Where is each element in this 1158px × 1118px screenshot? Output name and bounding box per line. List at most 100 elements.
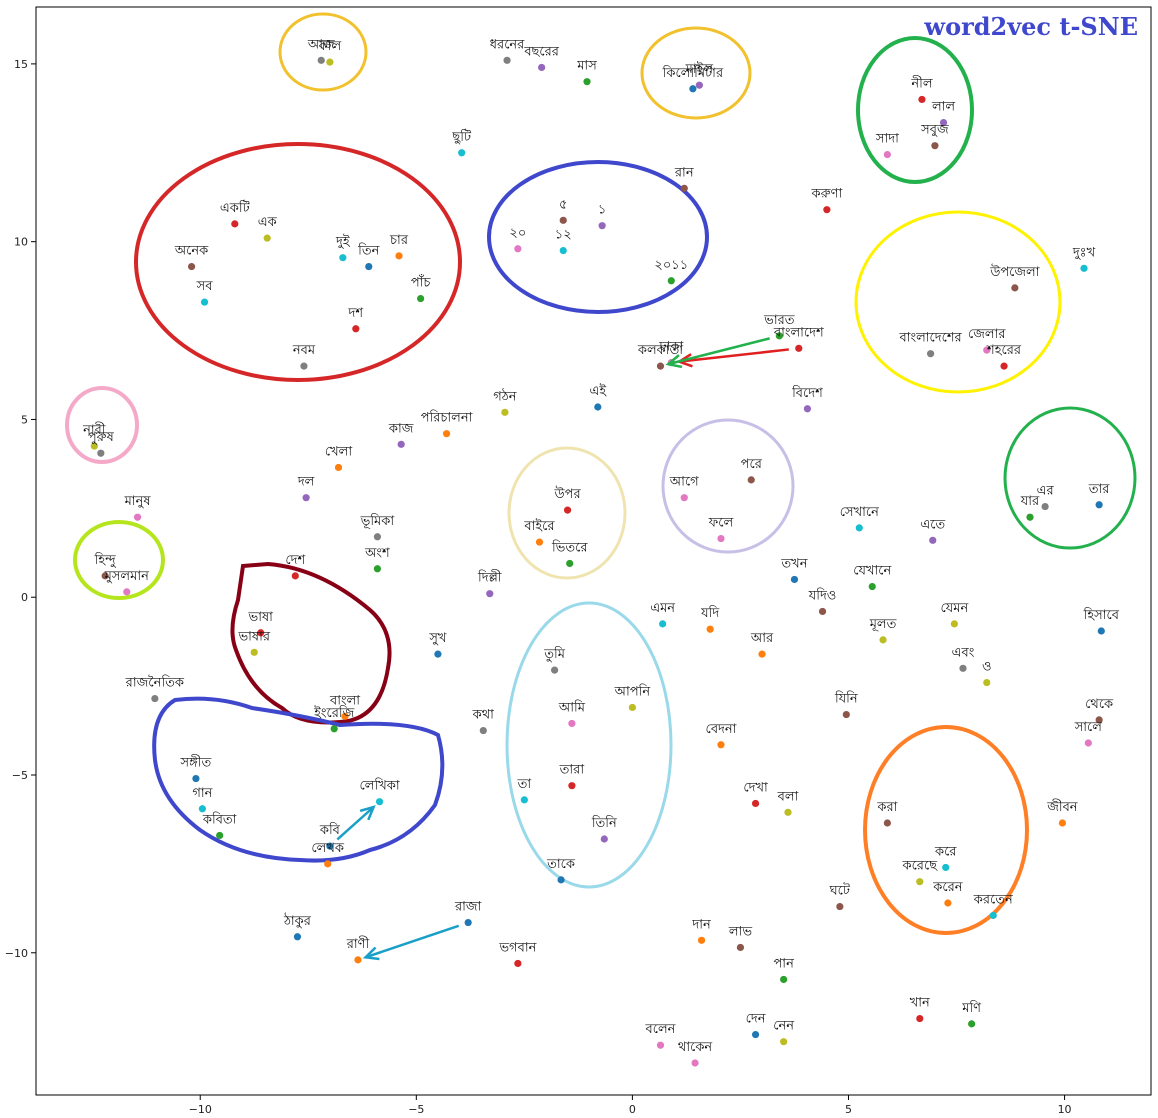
data-point xyxy=(300,362,308,370)
data-point xyxy=(395,252,403,260)
point-label: করতেন xyxy=(973,892,1013,907)
axes: −10 −5 0 5 10 −10 −5 0 5 10 15 xyxy=(5,58,1072,1116)
data-point xyxy=(695,81,703,89)
analogy-arrow-head xyxy=(359,805,376,821)
point-label: পুরুষ xyxy=(88,430,115,445)
point-label: ১ xyxy=(598,203,606,218)
point-label: মানুষ xyxy=(124,494,152,509)
point-label: তারা xyxy=(559,763,585,778)
point-label: ১২ xyxy=(555,228,572,243)
data-point xyxy=(868,582,876,591)
point-label: আগে xyxy=(669,475,699,490)
point-label: পান xyxy=(773,956,794,971)
data-point xyxy=(968,1020,976,1028)
point-label: মাস xyxy=(576,59,597,74)
data-point xyxy=(790,575,799,584)
data-point xyxy=(291,572,299,580)
cluster-outline-position xyxy=(507,446,627,580)
data-point xyxy=(691,1059,699,1067)
data-point xyxy=(133,513,142,521)
cluster-outline-religion xyxy=(73,520,165,600)
point-label: ভিতরে xyxy=(551,539,588,555)
cluster-outline-gender xyxy=(65,386,139,464)
data-point xyxy=(680,494,688,502)
data-point xyxy=(795,344,803,352)
data-point xyxy=(747,476,755,484)
point-label: বেদনা xyxy=(706,722,737,737)
data-point xyxy=(365,262,373,271)
point-label: যদি xyxy=(700,605,719,621)
data-point xyxy=(551,666,559,674)
point-label: সেখানে xyxy=(840,505,879,520)
point-label: তখন xyxy=(780,556,807,571)
data-point xyxy=(90,442,98,450)
data-point xyxy=(302,494,310,502)
point-label: যদিও xyxy=(808,587,837,603)
data-point xyxy=(983,678,991,687)
cluster-outline-colors xyxy=(856,36,974,184)
point-label: দল xyxy=(297,475,315,490)
point-label: করেছে xyxy=(901,859,938,874)
point-label: গঠন xyxy=(493,388,516,404)
data-point xyxy=(198,805,206,813)
data-point xyxy=(959,664,967,672)
point-label: কবি xyxy=(319,822,341,838)
data-point xyxy=(568,782,576,790)
point-label: দুঃখ xyxy=(1072,245,1096,260)
point-label: যিনি xyxy=(834,691,858,707)
data-point xyxy=(341,712,349,720)
point-label: বাংলা xyxy=(329,693,360,708)
point-label: পরে xyxy=(741,457,763,472)
data-point xyxy=(250,648,258,656)
data-point xyxy=(883,819,891,827)
cluster-outline-possessive xyxy=(1003,406,1137,550)
point-label: লেখক xyxy=(311,841,344,856)
point-label: একটি xyxy=(220,200,251,216)
point-label: বিদেশ xyxy=(791,385,823,401)
data-point xyxy=(231,220,239,228)
point-label: সুখ xyxy=(428,631,447,646)
y-tick-label: 5 xyxy=(21,413,28,426)
cluster-outline-verb-do xyxy=(863,725,1029,935)
point-label: ভূমিকা xyxy=(360,513,395,529)
data-point xyxy=(855,524,863,532)
data-point xyxy=(598,222,606,230)
point-label: আর xyxy=(750,631,774,646)
data-point xyxy=(836,902,844,911)
data-point xyxy=(780,975,788,984)
point-label: লাল xyxy=(931,100,955,115)
y-tick-label: 15 xyxy=(14,58,28,71)
data-point xyxy=(667,277,675,285)
point-label: সবুজ xyxy=(920,123,949,138)
y-tick-label: −10 xyxy=(5,947,28,960)
point-label: হিন্দু xyxy=(94,552,117,568)
data-point xyxy=(326,842,334,850)
point-label: কিলোমিটার xyxy=(662,65,724,81)
data-point xyxy=(559,216,567,224)
data-point xyxy=(989,911,997,920)
point-label: যেমন xyxy=(940,601,968,616)
data-point xyxy=(656,362,665,370)
point-label: হিসাবে xyxy=(1083,607,1120,623)
data-point xyxy=(257,629,265,637)
y-tick-label: −5 xyxy=(12,769,28,782)
data-point xyxy=(514,959,522,968)
point-label: ঘটে xyxy=(829,883,851,899)
x-tick-label: −10 xyxy=(189,1103,212,1116)
data-point xyxy=(600,835,608,843)
point-label: ইংরেজি xyxy=(313,705,354,721)
point-label: রান xyxy=(674,165,694,180)
point-label: কবিতা xyxy=(202,811,237,827)
data-point xyxy=(330,725,338,733)
analogy-arrow-head xyxy=(665,354,683,369)
data-point xyxy=(680,184,688,192)
data-point xyxy=(200,298,209,306)
data-point xyxy=(818,607,827,616)
cluster-outline-quantifiers xyxy=(134,142,462,382)
point-label: জেলার xyxy=(968,327,1006,342)
point-label: আপনি xyxy=(614,683,651,699)
point-label: এই xyxy=(589,383,607,399)
point-label: কথা xyxy=(472,708,495,723)
point-label: থাকেন xyxy=(678,1040,713,1055)
